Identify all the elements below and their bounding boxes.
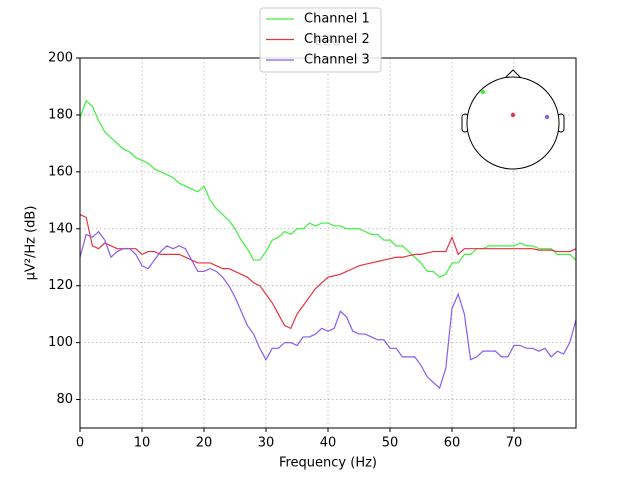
- y-tick-label: 140: [48, 221, 73, 236]
- line-series: [80, 230, 576, 390]
- x-tick-label: 50: [382, 436, 399, 451]
- x-tick-label: 60: [444, 436, 461, 451]
- x-tick-label: 10: [134, 436, 151, 451]
- legend-box: [259, 7, 382, 73]
- y-tick-label: 160: [48, 164, 73, 179]
- y-tick-label: 100: [48, 335, 73, 350]
- legend-label: Channel 1: [304, 12, 370, 27]
- head: [466, 76, 560, 170]
- y-axis-label: µV²/Hz (dB): [24, 206, 39, 281]
- x-axis-label: Frequency (Hz): [279, 456, 377, 471]
- x-tick-label: 0: [76, 436, 84, 451]
- legend-label: Channel 3: [304, 53, 370, 68]
- x-tick-label: 20: [196, 436, 213, 451]
- head-nose: [504, 69, 522, 79]
- y-tick-label: 180: [48, 107, 73, 122]
- y-tick-label: 200: [48, 51, 73, 66]
- legend-label: Channel 2: [304, 32, 370, 47]
- sensor-dot: [510, 112, 516, 118]
- sensor-dot: [480, 89, 486, 95]
- x-tick-label: 40: [320, 436, 337, 451]
- y-tick-label: 80: [56, 392, 73, 407]
- line-series: [80, 99, 576, 278]
- line-series: [80, 213, 576, 330]
- y-tick-label: 120: [48, 278, 73, 293]
- x-tick-label: 70: [506, 436, 523, 451]
- sensor-dot: [544, 114, 550, 120]
- x-tick-label: 30: [258, 436, 275, 451]
